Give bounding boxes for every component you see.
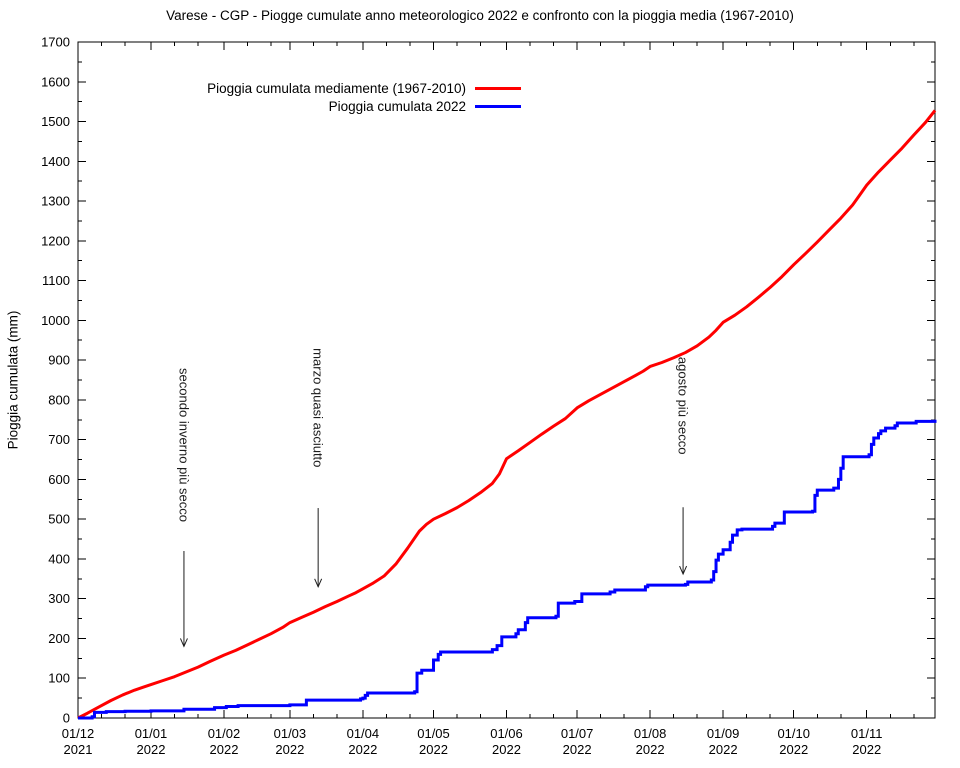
legend: Pioggia cumulata mediamente (1967-2010) … [207,81,521,114]
y-tick-label: 1400 [41,154,70,169]
x-tick-label-date: 01/02 [208,726,241,741]
x-tick-label-date: 01/06 [490,726,523,741]
annotation-arrow-head [179,638,188,648]
legend-line-sample-average [475,87,521,90]
annotation-text: secondo inverno più secco [176,368,191,522]
x-tick-label-year: 2022 [563,742,592,757]
x-tick-label-year: 2022 [419,742,448,757]
legend-label-2022: Pioggia cumulata 2022 [328,99,466,114]
y-tick-label: 100 [48,671,70,686]
x-tick-label-date: 01/10 [777,726,810,741]
chart-title: Varese - CGP - Piogge cumulate anno mete… [166,8,794,23]
x-tick-label-date: 01/03 [274,726,307,741]
annotation-text: agosto più secco [676,357,691,455]
x-tick-label-date: 01/07 [561,726,594,741]
series-2022-line [78,419,937,720]
legend-item-average: Pioggia cumulata mediamente (1967-2010) [207,81,521,96]
y-tick-label: 900 [48,353,70,368]
y-axis-title: Pioggia cumulata (mm) [5,310,21,450]
x-tick-label-date: 01/08 [634,726,667,741]
y-tick-label: 1700 [41,35,70,50]
plot-border [77,41,936,719]
legend-label-average: Pioggia cumulata mediamente (1967-2010) [207,81,466,96]
x-tick-label-year: 2022 [779,742,808,757]
y-tick-label: 1100 [42,273,70,288]
y-tick-label: 1000 [41,313,70,328]
x-tick-label-date: 01/04 [347,726,380,741]
x-tick-label-year: 2022 [348,742,377,757]
legend-item-2022: Pioggia cumulata 2022 [329,99,521,114]
y-tick-label: 1600 [41,74,70,89]
x-tick-label-date: 01/11 [851,726,883,741]
legend-line-sample-2022 [475,105,521,108]
x-tick-label-year: 2022 [210,742,239,757]
x-tick-label-year: 2022 [492,742,521,757]
x-tick-label-year: 2021 [64,742,93,757]
annotation-text: marzo quasi asciutto [311,348,326,467]
annotation-arrow-head [679,565,688,576]
x-tick-label-year: 2022 [137,742,166,757]
x-tick-label-date: 01/05 [417,726,450,741]
x-tick-label-year: 2022 [636,742,665,757]
annotation-arrow-head [314,578,323,589]
x-tick-label-year: 2022 [275,742,304,757]
x-tick-label-date: 01/09 [707,726,740,741]
x-tick-label-year: 2022 [709,742,738,757]
y-tick-label: 1300 [41,194,70,209]
series-average-line [77,109,937,720]
y-tick-label: 300 [48,591,70,606]
y-tick-label: 200 [48,631,70,646]
x-tick-label-date: 01/01 [135,726,168,741]
y-tick-label: 1200 [41,233,70,248]
y-tick-label: 800 [48,392,70,407]
x-tick-label-date: 01/12 [62,726,95,741]
y-tick-label: 1500 [41,114,70,129]
y-tick-label: 500 [48,512,70,527]
y-tick-label: 0 [63,711,70,726]
y-tick-label: 400 [48,551,70,566]
x-tick-label-year: 2022 [852,742,881,757]
y-tick-label: 600 [48,472,70,487]
y-tick-label: 700 [48,432,70,447]
